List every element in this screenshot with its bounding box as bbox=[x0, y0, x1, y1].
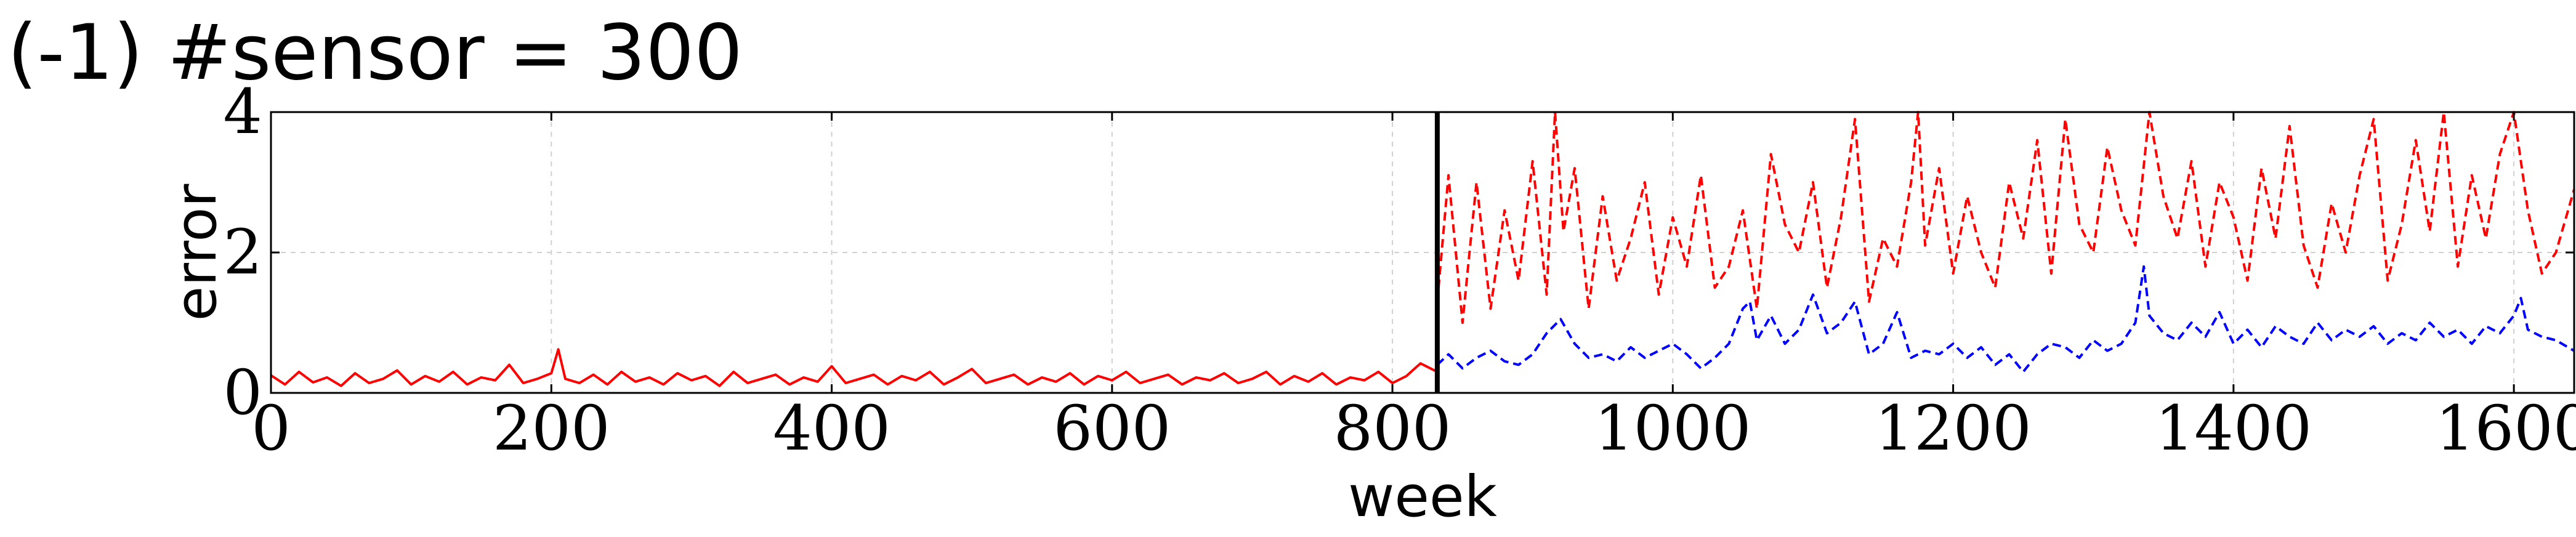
plot-area bbox=[270, 111, 2575, 387]
x-tick-label: 800 bbox=[1334, 392, 1452, 464]
x-tick-label: 400 bbox=[773, 392, 890, 464]
x-tick-label: 600 bbox=[1053, 392, 1171, 464]
series-line-1 bbox=[270, 348, 1438, 387]
grid bbox=[270, 111, 2574, 394]
x-tick-label: 1600 bbox=[2436, 392, 2576, 464]
x-tick-label: 1200 bbox=[1875, 392, 2032, 464]
y-axis-label: error bbox=[163, 184, 229, 321]
x-tick-label: 1000 bbox=[1594, 392, 1751, 464]
series-line-3 bbox=[1436, 265, 2575, 373]
x-tick-label: 1400 bbox=[2155, 392, 2312, 464]
y-tick-label: 2 bbox=[223, 216, 262, 288]
y-tick-label: 4 bbox=[223, 76, 262, 148]
x-axis-label: week bbox=[1348, 464, 1497, 530]
x-tick-label: 200 bbox=[493, 392, 610, 464]
y-tick-label: 0 bbox=[223, 357, 262, 429]
y-axis-ticks: 0 2 4 bbox=[223, 76, 2574, 429]
chart-title: (-1) #sensor = 300 bbox=[7, 9, 743, 97]
x-axis-ticks: 0 200 400 600 800 1000 1200 1400 1600 bbox=[251, 112, 2576, 464]
x-tick-label: 0 bbox=[251, 392, 291, 464]
series-line-2 bbox=[1435, 111, 2575, 324]
